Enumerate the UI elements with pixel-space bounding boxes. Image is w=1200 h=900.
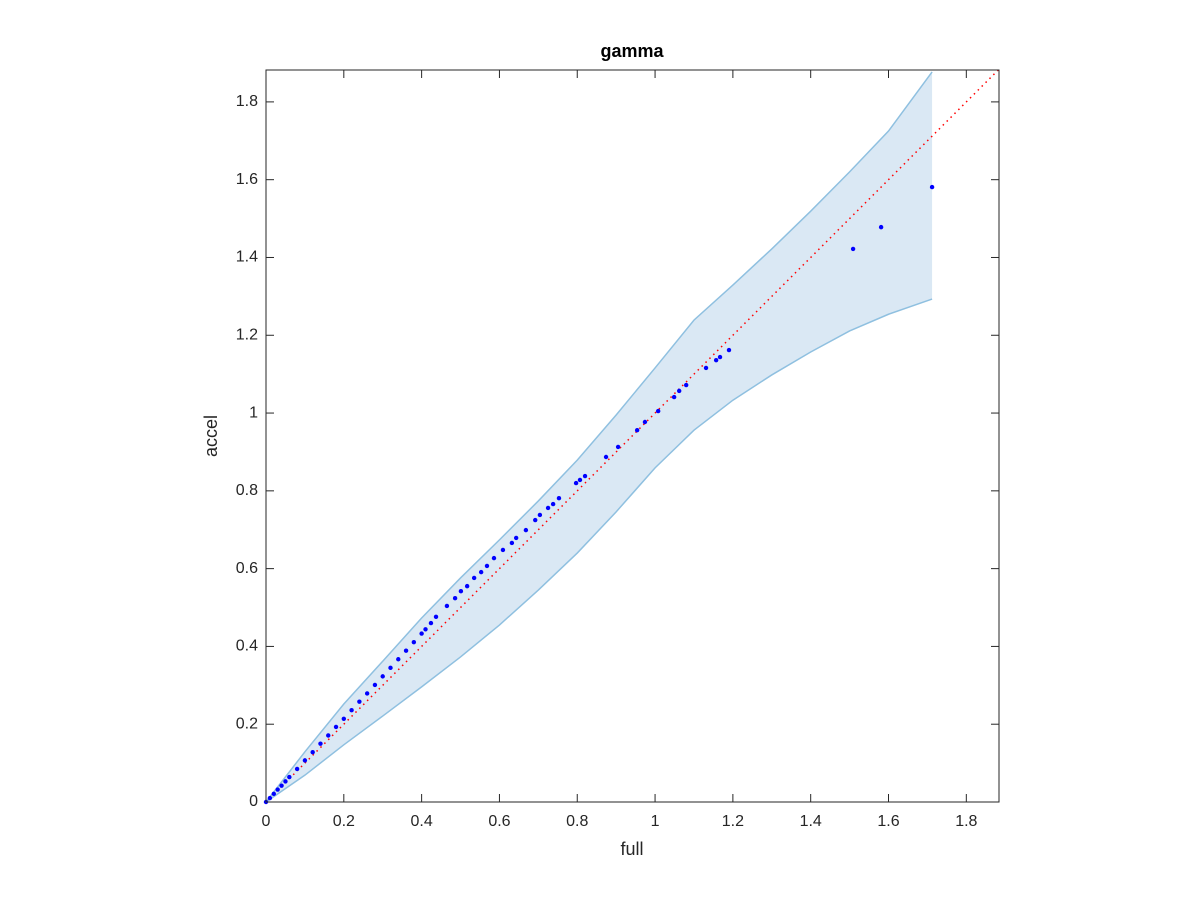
y-tick-label: 1.6	[236, 171, 258, 188]
x-tick-label: 0.8	[566, 813, 588, 830]
scatter-point	[428, 620, 434, 626]
scatter-point	[676, 388, 682, 394]
y-tick-label: 0.4	[236, 638, 258, 655]
axes-box	[265, 69, 1000, 803]
scatter-point	[603, 454, 609, 460]
x-tick-label: 1.8	[955, 813, 977, 830]
scatter-point	[550, 501, 556, 507]
chart-title: gamma	[600, 41, 664, 61]
scatter-point	[294, 766, 300, 772]
scatter-point	[545, 505, 551, 511]
scatter-point	[683, 382, 689, 388]
scatter-point	[537, 512, 543, 518]
x-tick-label: 1.4	[800, 813, 822, 830]
x-tick-label: 0.4	[411, 813, 433, 830]
scatter-point	[671, 394, 677, 400]
x-tick-label: 0.2	[333, 813, 355, 830]
y-tick-label: 0.8	[236, 482, 258, 499]
scatter-point	[878, 224, 884, 230]
y-tick-label: 0	[249, 793, 258, 810]
scatter-point	[279, 783, 284, 788]
x-tick-label: 0.6	[488, 813, 510, 830]
scatter-point	[357, 699, 362, 704]
scatter-point	[433, 614, 439, 620]
y-tick-label: 0.6	[236, 560, 258, 577]
scatter-point	[500, 547, 506, 553]
scatter-point	[287, 774, 292, 780]
band-fill	[266, 71, 933, 802]
scatter-point	[478, 569, 484, 575]
scatter-point	[533, 517, 538, 523]
scatter-point	[318, 741, 323, 746]
y-tick-label: 1.2	[236, 326, 258, 343]
scatter-point	[491, 555, 497, 561]
y-axis-label: accel	[201, 415, 221, 457]
band-upper	[265, 71, 933, 803]
scatter-point	[444, 603, 450, 609]
scatter-point	[267, 795, 273, 801]
x-tick-label: 1.6	[877, 813, 899, 830]
x-tick-label: 1.2	[722, 813, 744, 830]
scatter-point	[471, 575, 477, 581]
scatter-point	[283, 779, 288, 784]
y-tick-label: 0.2	[236, 715, 258, 732]
scatter-point	[372, 682, 378, 688]
scatter-point	[850, 246, 856, 252]
scatter-point	[523, 527, 529, 533]
scatter-point	[302, 758, 308, 763]
scatter-point	[310, 750, 315, 755]
scatter-point	[513, 535, 519, 541]
scatter-point	[717, 354, 723, 360]
scatter-point	[364, 691, 370, 696]
y-tick-label: 1.4	[236, 249, 258, 266]
x-tick-label: 1	[651, 813, 660, 830]
scatter-point	[275, 787, 280, 792]
scatter-point	[423, 627, 428, 632]
scatter-point	[403, 648, 409, 653]
scatter-point	[484, 563, 490, 569]
y-tick-label: 1	[249, 404, 258, 421]
scatter-point	[655, 408, 661, 414]
scatter-point	[341, 716, 347, 721]
scatter-point	[388, 665, 393, 671]
scatter-point	[452, 595, 458, 601]
scatter-point	[615, 444, 621, 450]
scatter-point	[642, 419, 648, 425]
scatter-point	[411, 639, 417, 645]
scatter-point	[577, 477, 583, 483]
scatter-point	[509, 540, 515, 546]
scatter-point	[556, 496, 562, 501]
scatter-point	[464, 583, 470, 589]
scatter-point	[458, 588, 464, 594]
band-lower	[265, 298, 933, 803]
reference-line	[265, 68, 1000, 803]
scatter-point	[326, 733, 331, 738]
scatter-point	[333, 724, 339, 730]
x-axis-label: full	[620, 839, 643, 859]
scatter-point	[703, 365, 709, 371]
x-tick-label: 0	[262, 813, 271, 830]
scatter-point	[573, 480, 579, 486]
scatter-point	[582, 473, 588, 479]
y-tick-label: 1.8	[236, 93, 258, 110]
scatter-point	[349, 708, 354, 713]
scatter-point	[271, 791, 276, 797]
scatter-point	[419, 631, 424, 636]
scatter-point	[380, 674, 385, 679]
scatter-point	[634, 427, 640, 433]
scatter-point	[713, 357, 719, 363]
scatter-point	[929, 184, 935, 190]
scatter-point	[396, 657, 401, 662]
scatter-point	[726, 347, 732, 353]
